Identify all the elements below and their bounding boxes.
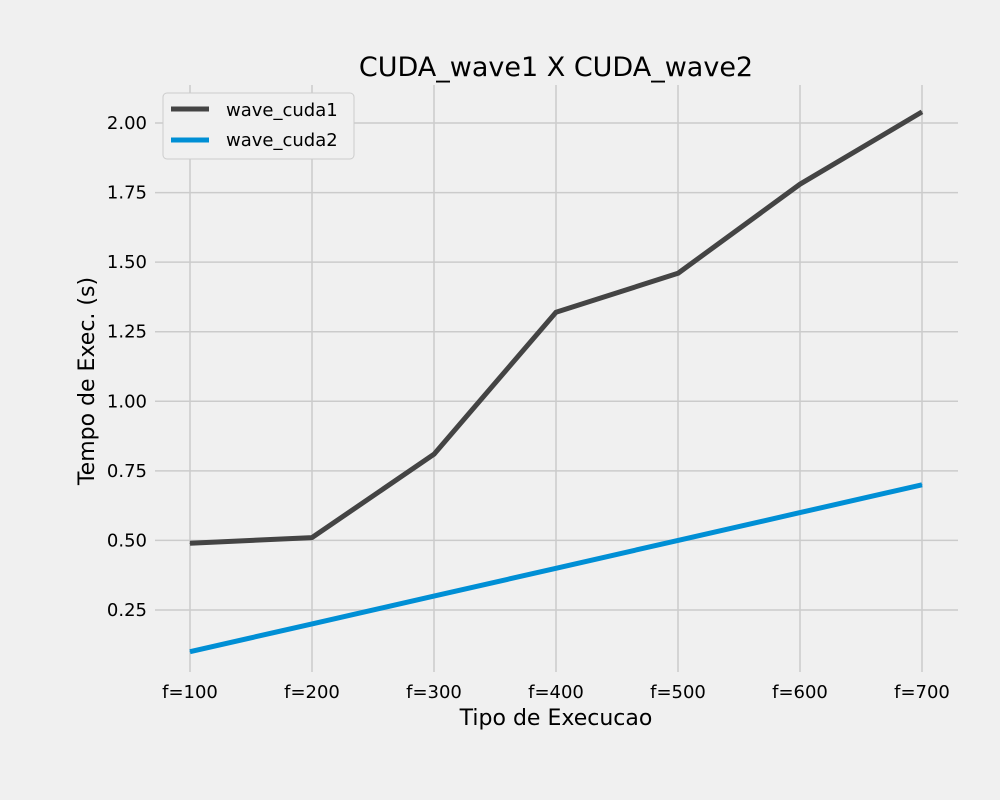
data-point (677, 272, 679, 274)
data-point (433, 595, 435, 597)
data-point (799, 512, 801, 514)
y-tick-label: 0.50 (107, 530, 147, 551)
y-tick-label: 1.50 (107, 252, 147, 273)
data-point (433, 453, 435, 455)
legend-label-wave-cuda2: wave_cuda2 (226, 130, 338, 151)
data-point (921, 111, 923, 113)
series-layer (189, 109, 924, 655)
y-tick-label: 2.00 (107, 113, 147, 134)
legend-box (162, 92, 355, 160)
y-axis-label: Tempo de Exec. (s) (75, 277, 100, 486)
data-point (555, 311, 557, 313)
data-point (311, 537, 313, 539)
data-point (555, 567, 557, 569)
y-tick-label: 0.25 (107, 600, 147, 621)
data-point (677, 539, 679, 541)
x-tick-label: f=300 (406, 682, 462, 703)
x-tick-label: f=700 (894, 682, 950, 703)
chart-title: CUDA_wave1 X CUDA_wave2 (359, 52, 753, 83)
tick-layer: f=100 f=200 f=300 f=400 f=500 f=600 f=700 0.25 0… (107, 113, 950, 703)
data-point (921, 484, 923, 486)
y-tick-label: 1.25 (107, 322, 147, 343)
data-point (311, 623, 313, 625)
y-tick-label: 1.00 (107, 391, 147, 412)
legend: wave_cuda1 wave_cuda2 (162, 92, 355, 160)
legend-label-wave-cuda1: wave_cuda1 (226, 100, 338, 121)
x-tick-label: f=600 (772, 682, 828, 703)
y-tick-label: 1.75 (107, 183, 147, 204)
x-tick-label: f=400 (528, 682, 584, 703)
data-point (189, 651, 191, 653)
grid-layer (155, 85, 958, 672)
x-tick-label: f=100 (162, 682, 218, 703)
x-axis-label: Tipo de Execucao (459, 706, 653, 731)
x-tick-label: f=500 (650, 682, 706, 703)
x-tick-label: f=200 (284, 682, 340, 703)
data-point (189, 542, 191, 544)
y-tick-label: 0.75 (107, 461, 147, 482)
data-point (799, 183, 801, 185)
